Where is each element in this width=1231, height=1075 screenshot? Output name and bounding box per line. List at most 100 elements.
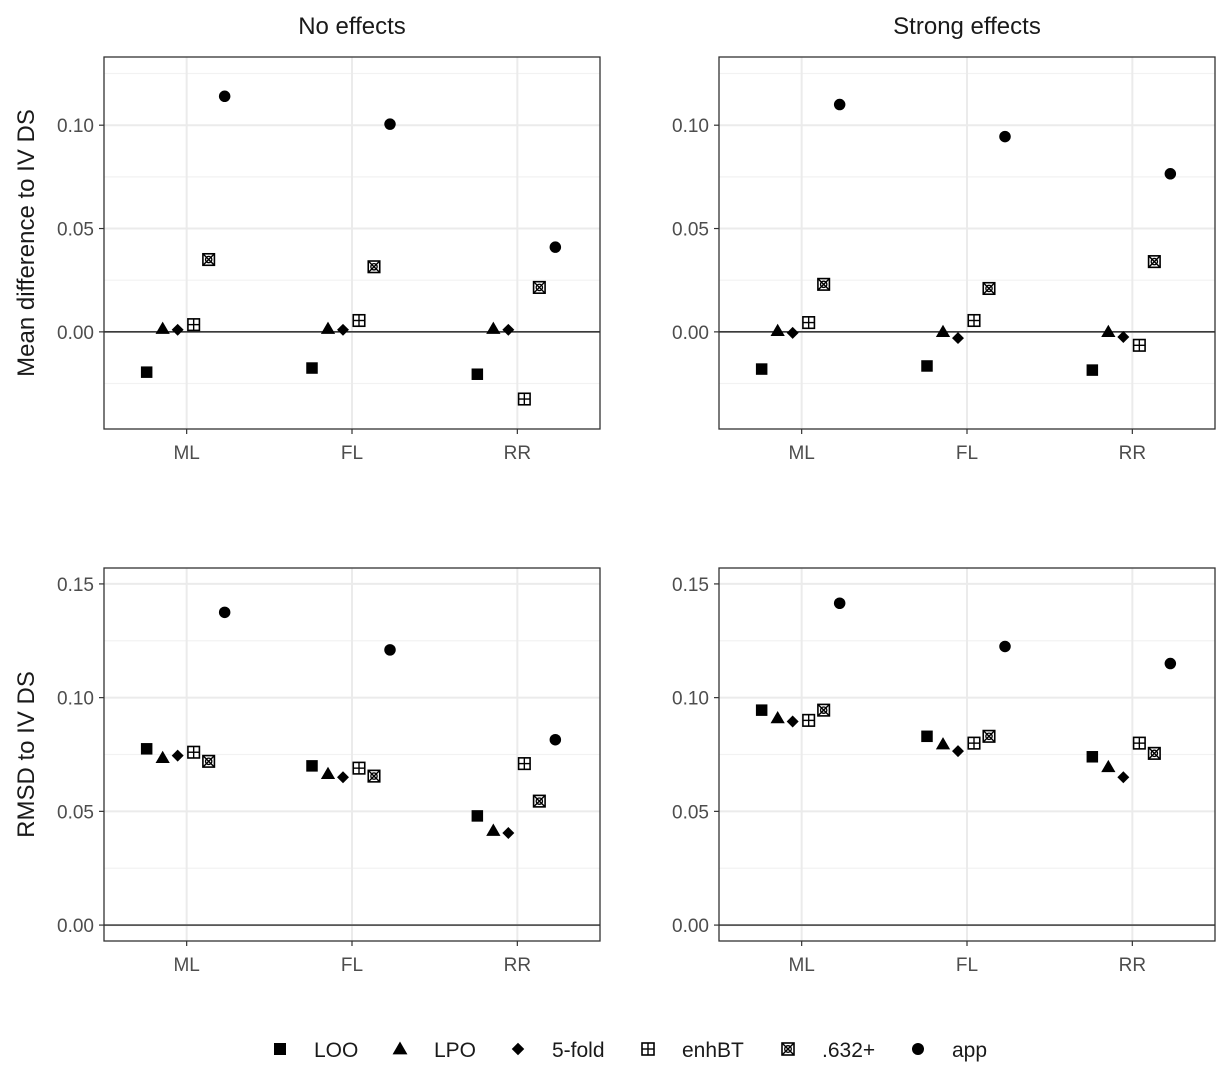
x-tick-label: RR <box>504 443 531 464</box>
point-app-ml <box>833 98 846 111</box>
panel-no-effects-rmsd: 0.00 0.05 0.10 0.15 ML FL RR RMSD to IV DS <box>13 567 601 976</box>
point-b632-rr <box>532 794 546 808</box>
x-tick-label: RR <box>504 955 531 976</box>
point-enhbt-fl <box>967 736 981 750</box>
point-loo-fl <box>921 360 933 372</box>
point-lpo-ml <box>770 323 785 336</box>
point-fivefold-rr <box>1117 771 1130 784</box>
point-enhbt-fl <box>352 313 366 328</box>
x-tick-label: RR <box>1119 955 1146 976</box>
x-tick-label: ML <box>173 443 199 464</box>
point-loo-rr <box>1086 751 1099 763</box>
point-loo-ml <box>755 704 768 716</box>
x-tick-label: FL <box>341 955 363 976</box>
legend-item-lpo: LPO <box>392 1039 476 1062</box>
point-fivefold-fl <box>337 323 349 336</box>
point-app-rr <box>549 733 562 746</box>
legend-key-app <box>912 1043 924 1055</box>
panel-strong-effects-rmsd: 0.00 0.05 0.10 0.15 ML FL RR <box>672 567 1216 976</box>
point-fivefold-rr <box>502 826 515 839</box>
y-tick-label: 0.15 <box>57 575 94 596</box>
point-enhbt-ml <box>187 318 201 332</box>
point-b632-ml <box>817 703 831 717</box>
point-lpo-ml <box>155 750 170 764</box>
point-b632-rr <box>1147 746 1161 760</box>
y-tick-label: 0.10 <box>57 689 94 710</box>
point-app-fl <box>384 644 396 656</box>
x-tick-label: ML <box>173 955 199 976</box>
point-lpo-fl <box>320 321 336 334</box>
point-lpo-rr <box>486 823 501 836</box>
point-b632-rr <box>1147 255 1161 269</box>
point-lpo-fl <box>935 324 951 338</box>
legend: LOO LPO 5-fold enhBT .632+ app <box>274 1039 987 1062</box>
legend-key-enhbt <box>641 1042 655 1056</box>
point-app-ml <box>218 90 231 103</box>
point-enhbt-fl <box>352 761 366 775</box>
point-fivefold-ml <box>171 749 184 762</box>
legend-item-loo: LOO <box>274 1039 358 1062</box>
y-tick-label: 0.15 <box>672 575 709 596</box>
point-enhbt-ml <box>187 745 201 759</box>
point-enhbt-rr <box>517 392 531 406</box>
legend-item-b632: .632+ <box>781 1039 875 1062</box>
legend-label: 5-fold <box>552 1039 605 1062</box>
point-b632-ml <box>202 252 216 267</box>
facet-title: Strong effects <box>893 13 1041 40</box>
x-tick-label: FL <box>956 443 978 464</box>
point-enhbt-rr <box>1132 736 1146 750</box>
point-app-fl <box>384 118 396 130</box>
legend-label: enhBT <box>682 1039 744 1062</box>
legend-key-lpo <box>392 1041 408 1055</box>
point-b632-ml <box>202 754 216 768</box>
point-enhbt-rr <box>517 757 531 771</box>
x-tick-label: RR <box>1119 443 1146 464</box>
y-tick-label: 0.05 <box>57 220 94 241</box>
x-tick-label: FL <box>956 955 978 976</box>
y-tick-label: 0.10 <box>672 689 709 710</box>
point-app-fl <box>999 640 1011 653</box>
point-app-fl <box>999 130 1011 143</box>
y-axis-title: RMSD to IV DS <box>13 671 40 838</box>
point-lpo-rr <box>1101 324 1116 338</box>
point-b632-fl <box>982 729 996 743</box>
point-lpo-rr <box>1101 759 1116 773</box>
point-enhbt-ml <box>802 316 816 330</box>
x-tick-label: FL <box>341 443 363 464</box>
y-tick-label: 0.00 <box>672 323 709 344</box>
x-tick-label: ML <box>788 443 814 464</box>
point-lpo-ml <box>770 710 785 724</box>
point-b632-ml <box>817 277 831 291</box>
legend-item-app: app <box>912 1039 987 1062</box>
point-fivefold-ml <box>171 323 184 336</box>
point-loo-fl <box>306 362 318 374</box>
point-loo-rr <box>471 810 484 822</box>
point-b632-fl <box>367 769 381 783</box>
point-lpo-rr <box>486 321 501 334</box>
y-tick-label: 0.00 <box>672 916 709 937</box>
panel-no-effects-mean: 0.00 0.05 0.10 ML FL RR No effects Mean differe… <box>13 13 601 464</box>
point-loo-rr <box>1086 364 1099 376</box>
point-lpo-ml <box>155 321 170 334</box>
point-app-ml <box>833 597 846 610</box>
point-app-ml <box>218 606 231 619</box>
y-tick-label: 0.05 <box>57 802 94 823</box>
point-enhbt-ml <box>802 713 816 727</box>
point-fivefold-fl <box>952 745 964 758</box>
point-loo-fl <box>921 730 933 743</box>
y-axis-title: Mean difference to IV DS <box>13 109 40 377</box>
point-loo-ml <box>755 363 768 375</box>
point-app-rr <box>1164 168 1177 180</box>
y-tick-label: 0.05 <box>672 802 709 823</box>
y-tick-label: 0.10 <box>57 116 94 137</box>
point-app-rr <box>1164 657 1177 670</box>
point-b632-fl <box>982 281 996 296</box>
point-fivefold-rr <box>502 323 515 336</box>
legend-label: LOO <box>314 1039 358 1062</box>
legend-key-loo <box>274 1043 286 1055</box>
point-b632-rr <box>532 280 546 294</box>
facet-title: No effects <box>298 13 406 40</box>
point-enhbt-rr <box>1132 338 1146 352</box>
point-fivefold-fl <box>337 771 349 784</box>
